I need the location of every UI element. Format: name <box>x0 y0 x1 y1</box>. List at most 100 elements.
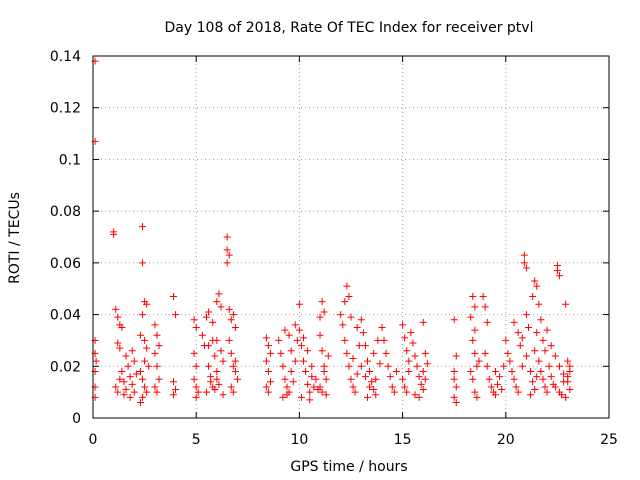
data-point <box>452 352 460 360</box>
data-point <box>349 355 357 363</box>
data-point <box>537 316 545 324</box>
y-axis-label: ROTI / TECUs <box>7 192 23 284</box>
data-point <box>118 324 126 331</box>
data-point <box>483 318 491 326</box>
data-point <box>553 267 561 275</box>
data-point <box>551 383 559 391</box>
data-point <box>130 357 138 365</box>
data-point <box>209 336 217 344</box>
data-point <box>539 375 547 383</box>
data-point <box>205 342 213 350</box>
data-point <box>283 383 291 391</box>
data-point <box>343 282 351 290</box>
data-point <box>291 321 299 329</box>
data-point <box>153 362 161 370</box>
data-point <box>475 357 483 365</box>
data-point <box>409 339 417 347</box>
data-point <box>520 251 528 259</box>
axis-ticks <box>92 55 610 419</box>
data-point <box>405 357 413 365</box>
data-point <box>225 251 233 259</box>
data-point <box>450 393 458 401</box>
data-point <box>215 290 223 298</box>
data-point <box>555 362 563 370</box>
data-point <box>485 375 493 383</box>
data-point <box>380 336 388 344</box>
data-point <box>262 383 270 391</box>
data-point <box>139 393 147 401</box>
data-point <box>267 349 275 357</box>
data-point <box>479 292 487 300</box>
data-point <box>297 393 305 401</box>
data-point <box>547 342 555 350</box>
data-point <box>169 391 177 399</box>
x-tick-label: 25 <box>600 432 618 448</box>
data-point <box>357 316 365 324</box>
data-point <box>407 329 415 337</box>
x-tick-labels: 0 5 10 15 20 25 <box>89 432 618 448</box>
data-point <box>491 391 499 399</box>
data-point <box>318 298 326 306</box>
data-point <box>141 383 149 391</box>
data-point <box>506 357 514 365</box>
data-point <box>281 326 289 334</box>
data-point <box>231 367 239 375</box>
data-point <box>139 259 147 267</box>
data-point <box>566 362 574 370</box>
data-point <box>227 349 235 357</box>
data-point <box>312 375 320 383</box>
data-point <box>481 303 489 311</box>
data-point <box>471 326 479 334</box>
data-point <box>469 375 477 383</box>
data-point <box>289 378 297 386</box>
data-point <box>143 300 151 308</box>
data-point <box>399 321 407 329</box>
data-point <box>227 316 235 324</box>
data-point <box>366 367 374 375</box>
data-point <box>351 388 359 396</box>
data-point <box>287 347 295 355</box>
data-point <box>122 352 130 360</box>
data-point <box>469 336 477 344</box>
data-point <box>355 342 363 350</box>
data-point <box>510 375 518 383</box>
data-point <box>281 375 289 383</box>
data-point <box>190 316 198 324</box>
data-point <box>564 373 572 381</box>
y-tick-label: 0.04 <box>50 308 81 324</box>
data-point <box>213 298 221 306</box>
data-point <box>421 349 429 357</box>
data-point <box>116 375 124 383</box>
data-point <box>211 386 219 394</box>
data-point <box>114 388 122 396</box>
data-point <box>262 357 270 365</box>
data-point <box>423 360 431 368</box>
data-point <box>143 344 151 352</box>
data-point <box>116 344 124 352</box>
data-point <box>341 336 349 344</box>
data-point <box>267 378 275 386</box>
data-point <box>279 393 287 401</box>
data-point <box>122 386 130 394</box>
data-point <box>411 352 419 360</box>
data-point <box>318 347 326 355</box>
data-point <box>139 223 147 231</box>
data-point <box>304 380 312 388</box>
data-point <box>361 373 369 381</box>
data-point <box>136 331 144 339</box>
data-point <box>415 373 423 381</box>
data-point <box>401 334 409 342</box>
data-point <box>531 277 539 285</box>
data-point <box>203 313 211 321</box>
data-point <box>450 367 458 375</box>
chart-title: Day 108 of 2018, Rate Of TEC Index for r… <box>165 20 534 36</box>
data-point <box>401 383 409 391</box>
data-point <box>132 370 140 378</box>
data-point <box>229 388 237 396</box>
data-point <box>192 393 200 401</box>
data-point <box>510 318 518 326</box>
data-point <box>522 352 530 360</box>
data-point <box>291 357 299 365</box>
data-point <box>533 329 541 337</box>
